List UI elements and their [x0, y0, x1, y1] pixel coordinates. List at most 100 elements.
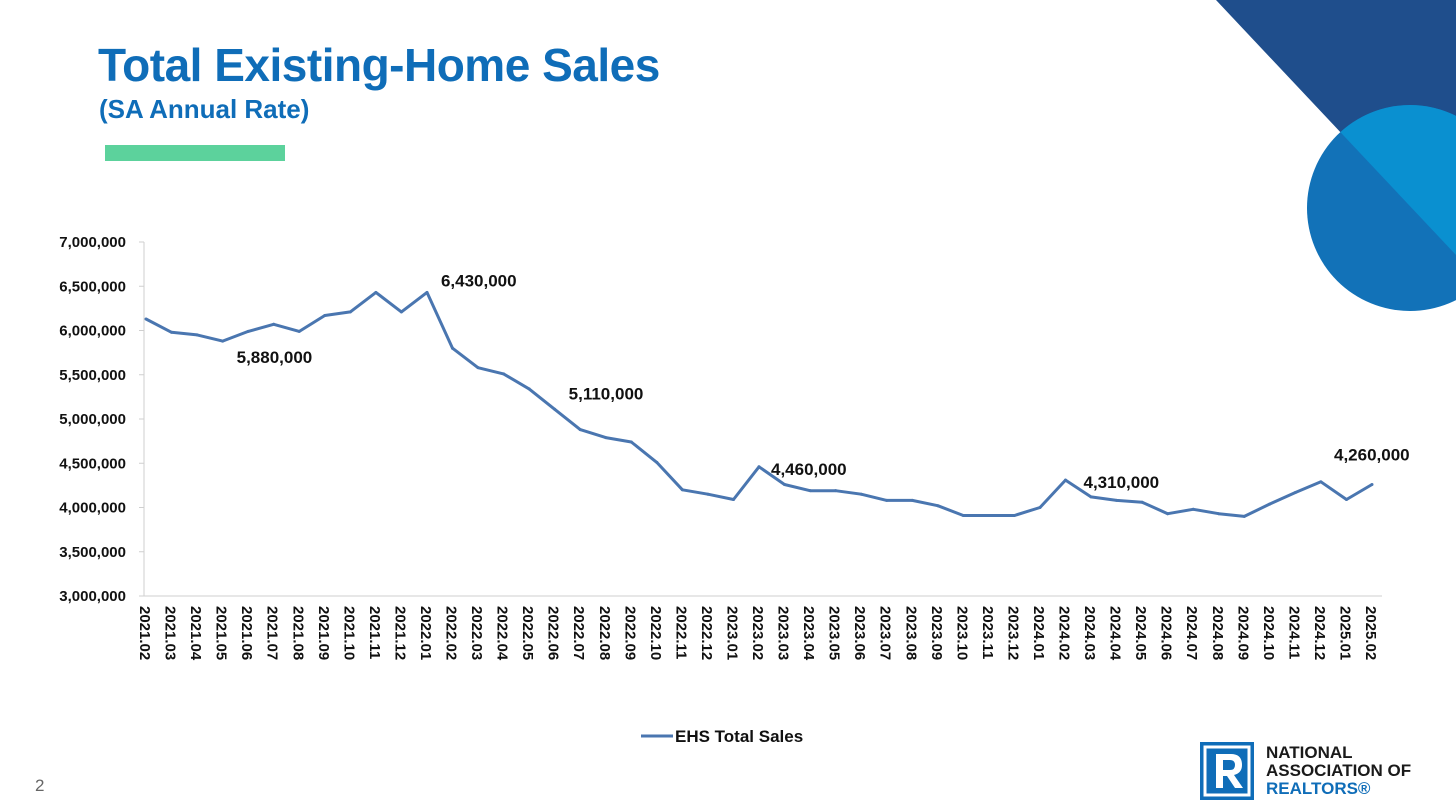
- x-tick-label: 2024.09: [1234, 606, 1251, 660]
- data-label: 4,460,000: [771, 460, 847, 479]
- x-tick-label: 2022.11: [672, 606, 689, 659]
- data-point: [399, 310, 403, 314]
- y-tick-label: 6,000,000: [59, 323, 126, 340]
- nar-logo: NATIONAL ASSOCIATION OF REALTORS®: [1200, 742, 1450, 802]
- x-tick-label: 2022.09: [621, 606, 638, 660]
- x-tick-label: 2023.03: [775, 606, 792, 660]
- x-tick-label: 2024.12: [1311, 606, 1328, 660]
- x-tick-label: 2024.11: [1285, 606, 1302, 659]
- data-label: 5,110,000: [569, 384, 644, 403]
- data-point: [910, 498, 914, 502]
- series-group: [144, 290, 1374, 518]
- data-point: [757, 465, 761, 469]
- y-tick-label: 3,500,000: [59, 544, 126, 561]
- x-tick-label: 2023.05: [826, 606, 843, 660]
- x-tick-label: 2023.02: [749, 606, 766, 660]
- data-point: [604, 436, 608, 440]
- y-axis: 3,000,000 3,500,000 4,000,000 4,500,000 5,00…: [59, 234, 145, 605]
- data-point: [527, 387, 531, 391]
- y-tick-label: 5,000,000: [59, 411, 126, 428]
- data-label: 4,260,000: [1334, 445, 1410, 464]
- x-tick-label: 2024.06: [1158, 606, 1175, 660]
- x-tick-label: 2023.10: [953, 606, 970, 660]
- data-point: [1012, 513, 1016, 517]
- x-tick-label: 2023.04: [800, 606, 817, 661]
- x-tick-label: 2023.12: [1004, 606, 1021, 660]
- x-tick-label: 2022.05: [519, 606, 536, 660]
- x-tick-label: 2025.01: [1336, 606, 1353, 660]
- page-subtitle: (SA Annual Rate): [99, 94, 310, 124]
- x-tick-label: 2021.05: [213, 606, 230, 660]
- x-tick-label: 2022.08: [596, 606, 613, 660]
- x-tick-label: 2021.07: [264, 606, 281, 660]
- data-point: [451, 346, 454, 350]
- x-tick-label: 2022.03: [468, 606, 485, 660]
- y-tick-label: 5,500,000: [59, 367, 126, 384]
- x-tick-label: 2023.01: [723, 606, 740, 660]
- logo-line-1: NATIONAL: [1266, 743, 1353, 762]
- data-point: [348, 310, 352, 314]
- series-line: [145, 290, 1373, 518]
- legend-label: EHS Total Sales: [675, 727, 803, 746]
- logo-text: NATIONAL ASSOCIATION OF REALTORS®: [1266, 744, 1411, 798]
- data-point: [553, 407, 557, 411]
- data-point: [859, 492, 863, 496]
- x-tick-label: 2022.10: [647, 606, 664, 660]
- data-point: [1217, 512, 1221, 516]
- x-tick-label: 2021.06: [238, 606, 255, 660]
- x-tick-label: 2022.12: [698, 606, 715, 660]
- data-point: [144, 317, 148, 321]
- x-tick-label: 2021.11: [366, 606, 383, 659]
- page-number: 2: [35, 776, 45, 795]
- data-point: [502, 372, 506, 376]
- data-point: [1166, 512, 1170, 516]
- data-point: [961, 513, 965, 517]
- data-point: [195, 333, 199, 337]
- y-tick-label: 4,000,000: [59, 500, 126, 517]
- data-point: [323, 313, 327, 317]
- legend[interactable]: EHS Total Sales: [641, 727, 803, 746]
- x-tick-label: 2021.12: [391, 606, 408, 660]
- x-tick-label: 2022.02: [443, 606, 460, 660]
- data-point: [425, 290, 429, 294]
- data-point: [1038, 506, 1042, 509]
- data-point: [629, 440, 633, 444]
- x-tick-label: 2023.11: [979, 606, 996, 659]
- x-tick-label: 2021.04: [187, 606, 204, 661]
- page-title: Total Existing-Home Sales: [98, 39, 660, 91]
- realtor-r-icon: [1200, 742, 1254, 800]
- y-tick-label: 3,000,000: [59, 588, 126, 605]
- x-tick-label: 2023.08: [902, 606, 919, 660]
- data-point: [297, 329, 301, 333]
- x-tick-label: 2021.02: [136, 606, 153, 660]
- data-point: [834, 489, 838, 493]
- y-tick-label: 4,500,000: [59, 455, 126, 472]
- x-tick-label: 2024.10: [1260, 606, 1277, 660]
- x-tick-label: 2023.09: [928, 606, 945, 660]
- data-point: [476, 366, 480, 370]
- x-tick-label: 2021.09: [315, 606, 332, 660]
- x-tick-label: 2021.08: [289, 606, 306, 660]
- x-tick-label: 2022.01: [417, 606, 434, 660]
- data-point: [1319, 480, 1323, 484]
- data-point: [680, 488, 684, 492]
- data-point: [987, 513, 991, 517]
- data-point: [783, 482, 787, 486]
- data-point: [1370, 482, 1374, 486]
- x-tick-label: 2023.06: [851, 606, 868, 660]
- data-point: [731, 498, 735, 502]
- x-tick-label: 2024.04: [1107, 606, 1124, 661]
- data-point: [1268, 502, 1272, 506]
- data-point: [706, 492, 710, 496]
- data-label: 6,430,000: [441, 271, 517, 290]
- y-tick-label: 7,000,000: [59, 234, 126, 251]
- data-point: [272, 322, 276, 326]
- data-label: 4,310,000: [1084, 473, 1160, 492]
- x-tick-label: 2021.03: [162, 606, 179, 660]
- data-point: [655, 460, 659, 464]
- data-point: [221, 339, 225, 343]
- x-tick-label: 2023.07: [877, 606, 894, 660]
- data-label: 5,880,000: [237, 348, 313, 367]
